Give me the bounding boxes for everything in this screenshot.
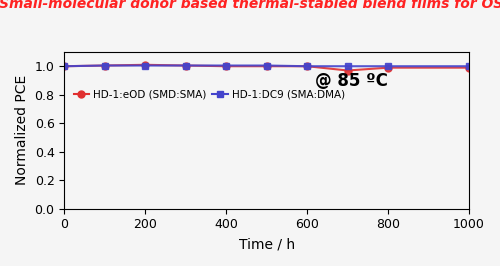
Legend: HD-1:eOD (SMD:SMA), HD-1:DC9 (SMA:DMA): HD-1:eOD (SMD:SMA), HD-1:DC9 (SMA:DMA) <box>70 85 349 104</box>
HD-1:eOD (SMD:SMA) <box>304 65 310 68</box>
HD-1:eOD (SMD:SMA) <box>142 63 148 66</box>
HD-1:DC9 (SMA:DMA) <box>344 65 350 68</box>
HD-1:DC9 (SMA:DMA) <box>223 64 229 67</box>
HD-1:DC9 (SMA:DMA) <box>142 64 148 67</box>
HD-1:eOD (SMD:SMA) <box>62 65 68 68</box>
HD-1:DC9 (SMA:DMA) <box>264 64 270 67</box>
HD-1:eOD (SMD:SMA) <box>182 64 188 67</box>
Y-axis label: Normalized PCE: Normalized PCE <box>15 75 29 185</box>
HD-1:DC9 (SMA:DMA) <box>385 65 391 68</box>
HD-1:eOD (SMD:SMA) <box>264 65 270 68</box>
HD-1:eOD (SMD:SMA) <box>223 65 229 68</box>
HD-1:eOD (SMD:SMA) <box>102 64 108 67</box>
X-axis label: Time / h: Time / h <box>238 237 294 251</box>
HD-1:DC9 (SMA:DMA) <box>182 64 188 67</box>
HD-1:DC9 (SMA:DMA) <box>466 65 472 68</box>
HD-1:DC9 (SMA:DMA) <box>102 64 108 67</box>
Line: HD-1:eOD (SMD:SMA): HD-1:eOD (SMD:SMA) <box>61 61 472 74</box>
HD-1:eOD (SMD:SMA) <box>466 66 472 69</box>
HD-1:DC9 (SMA:DMA) <box>304 65 310 68</box>
HD-1:eOD (SMD:SMA) <box>385 66 391 69</box>
Text: Small-molecular donor based thermal-stabled blend films for OSCs: Small-molecular donor based thermal-stab… <box>0 0 500 11</box>
Line: HD-1:DC9 (SMA:DMA): HD-1:DC9 (SMA:DMA) <box>61 62 472 70</box>
Text: @ 85 ºC: @ 85 ºC <box>315 72 388 90</box>
HD-1:eOD (SMD:SMA) <box>344 69 350 72</box>
HD-1:DC9 (SMA:DMA) <box>62 65 68 68</box>
